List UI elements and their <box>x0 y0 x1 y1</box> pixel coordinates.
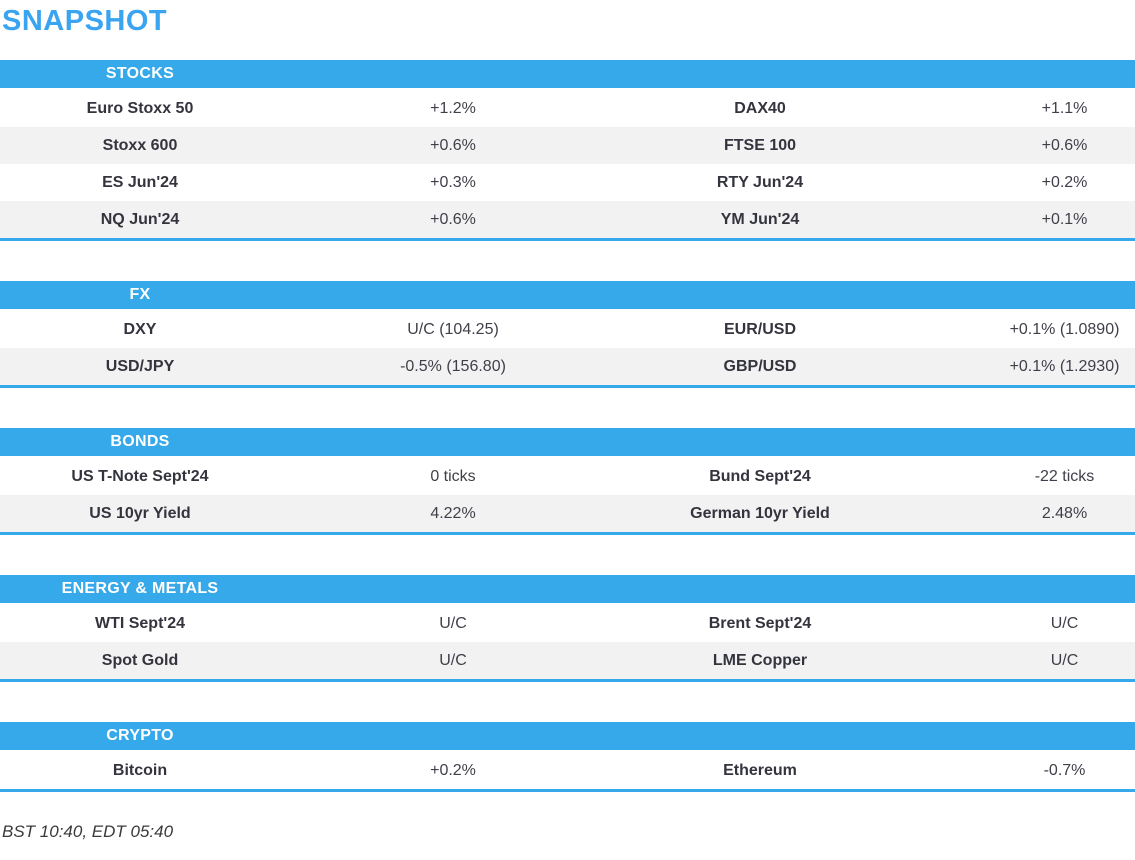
section-title: ENERGY & METALS <box>61 580 219 597</box>
table-row: Euro Stoxx 50 +1.2% DAX40 +1.1% <box>0 90 1135 127</box>
instrument-value: +0.1% <box>1041 210 1088 228</box>
table-row: Stoxx 600 +0.6% FTSE 100 +0.6% <box>0 127 1135 164</box>
section-title: BONDS <box>110 433 170 450</box>
snapshot-page: SNAPSHOT STOCKS Euro Stoxx 50 +1.2% DAX40 +1… <box>0 4 1135 842</box>
instrument-value: +0.3% <box>430 173 476 191</box>
instrument-label: WTI Sept'24 <box>94 614 186 632</box>
instrument-label: US T-Note Sept'24 <box>71 467 209 485</box>
instrument-value: +0.6% <box>1041 136 1088 154</box>
instrument-label: GBP/USD <box>723 357 797 375</box>
instrument-label: Ethereum <box>723 761 797 779</box>
instrument-label: Stoxx 600 <box>102 136 178 154</box>
section-header: BONDS <box>0 428 1135 458</box>
table-row: Spot Gold U/C LME Copper U/C <box>0 642 1135 679</box>
instrument-label: EUR/USD <box>723 320 796 338</box>
section-header: ENERGY & METALS <box>0 575 1135 605</box>
instrument-label: US 10yr Yield <box>89 504 191 522</box>
instrument-label: USD/JPY <box>105 357 175 375</box>
section-fx: FX DXY U/C (104.25) EUR/USD +0.1% (1.0890) US… <box>0 281 1135 388</box>
instrument-value: -0.7% <box>1043 761 1086 779</box>
table-row: USD/JPY -0.5% (156.80) GBP/USD +0.1% (1.293… <box>0 348 1135 385</box>
instrument-label: DAX40 <box>734 99 786 117</box>
section-crypto: CRYPTO Bitcoin +0.2% Ethereum -0.7% <box>0 722 1135 792</box>
instrument-value: +0.2% <box>1041 173 1088 191</box>
instrument-label: Bund Sept'24 <box>709 467 811 485</box>
instrument-value: U/C <box>1050 651 1079 669</box>
section-header: FX <box>0 281 1135 311</box>
instrument-value: 4.22% <box>430 504 476 522</box>
sections-container: STOCKS Euro Stoxx 50 +1.2% DAX40 +1.1% Stoxx … <box>0 60 1135 792</box>
page-title: SNAPSHOT <box>2 5 168 37</box>
instrument-label: Spot Gold <box>101 651 179 669</box>
instrument-value: U/C <box>439 651 467 669</box>
section-energy-metals: ENERGY & METALS WTI Sept'24 U/C Brent Sept'… <box>0 575 1135 682</box>
instrument-value: -22 ticks <box>1034 467 1095 485</box>
section-header: STOCKS <box>0 60 1135 90</box>
instrument-label: NQ Jun'24 <box>100 210 180 228</box>
instrument-value: U/C <box>439 614 467 632</box>
table-row: US 10yr Yield 4.22% German 10yr Yield 2.48% <box>0 495 1135 532</box>
section-title: CRYPTO <box>106 727 174 744</box>
table-row: WTI Sept'24 U/C Brent Sept'24 U/C <box>0 605 1135 642</box>
table-row: Bitcoin +0.2% Ethereum -0.7% <box>0 752 1135 789</box>
instrument-label: FTSE 100 <box>723 136 797 154</box>
instrument-label: Euro Stoxx 50 <box>86 99 194 117</box>
instrument-value: 2.48% <box>1041 504 1088 522</box>
section-header: CRYPTO <box>0 722 1135 752</box>
table-row: US T-Note Sept'24 0 ticks Bund Sept'24 -22 … <box>0 458 1135 495</box>
instrument-value: -0.5% (156.80) <box>400 357 506 375</box>
instrument-value: +0.2% <box>430 761 476 779</box>
section-stocks: STOCKS Euro Stoxx 50 +1.2% DAX40 +1.1% Stoxx … <box>0 60 1135 241</box>
timestamp-footer: BST 10:40, EDT 05:40 <box>2 822 174 841</box>
section-bonds: BONDS US T-Note Sept'24 0 ticks Bund Sept'2… <box>0 428 1135 535</box>
table-row: ES Jun'24 +0.3% RTY Jun'24 +0.2% <box>0 164 1135 201</box>
instrument-label: LME Copper <box>712 651 808 669</box>
instrument-label: ES Jun'24 <box>102 173 178 191</box>
instrument-value: +0.6% <box>430 136 476 154</box>
section-title: STOCKS <box>105 65 175 82</box>
instrument-label: DXY <box>123 320 157 338</box>
section-title: FX <box>129 286 151 303</box>
instrument-value: U/C (104.25) <box>407 320 499 338</box>
instrument-value: +1.2% <box>430 99 476 117</box>
instrument-label: YM Jun'24 <box>720 210 800 228</box>
instrument-value: +0.6% <box>430 210 476 228</box>
instrument-value: 0 ticks <box>430 467 476 485</box>
instrument-value: U/C <box>1050 614 1079 632</box>
instrument-label: Bitcoin <box>112 761 168 779</box>
instrument-label: Brent Sept'24 <box>708 614 812 632</box>
table-row: DXY U/C (104.25) EUR/USD +0.1% (1.0890) <box>0 311 1135 348</box>
instrument-label: German 10yr Yield <box>690 504 830 522</box>
table-row: NQ Jun'24 +0.6% YM Jun'24 +0.1% <box>0 201 1135 238</box>
instrument-label: RTY Jun'24 <box>716 173 804 191</box>
instrument-value: +1.1% <box>1041 99 1088 117</box>
instrument-value: +0.1% (1.0890) <box>1009 320 1120 338</box>
instrument-value: +0.1% (1.2930) <box>1009 357 1120 375</box>
